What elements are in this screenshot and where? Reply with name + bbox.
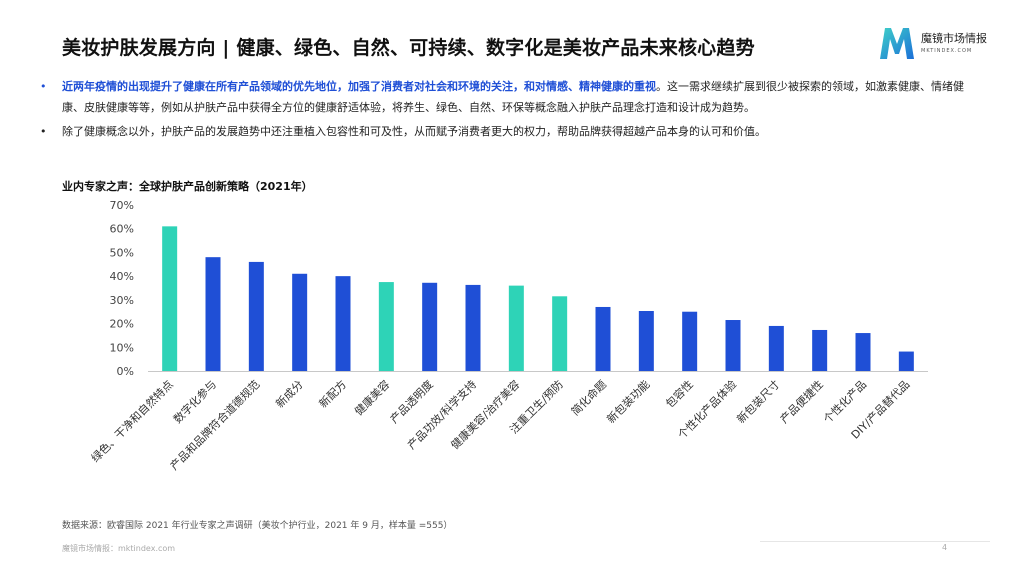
x-tick-label: 绿色、干净和自然特点 xyxy=(88,377,176,465)
brand-logo: 魔镜市场情报 MKTINDEX.COM xyxy=(877,24,997,64)
bullet-text: 除了健康概念以外，护肤产品的发展趋势中还注重植入包容性和可及性，从而赋予消费者更… xyxy=(62,125,766,138)
bar xyxy=(292,273,308,371)
bar xyxy=(162,226,178,371)
y-tick-label: 50% xyxy=(110,246,134,259)
bar xyxy=(552,296,568,371)
y-tick-label: 60% xyxy=(110,223,134,236)
y-tick-label: 10% xyxy=(110,341,134,354)
x-tick-label: 产品便捷性 xyxy=(777,377,826,426)
x-tick-label: 产品和品牌符合道德规范 xyxy=(167,377,262,472)
logo-m-icon xyxy=(880,28,914,59)
bar xyxy=(725,320,741,371)
logo-url: MKTINDEX.COM xyxy=(921,48,973,54)
bar xyxy=(335,276,351,371)
page-title: 美妆护肤发展方向 | 健康、绿色、自然、可持续、数字化是美妆产品未来核心趋势 xyxy=(62,37,755,59)
bullet-item: • 近两年疫情的出现提升了健康在所有产品领域的优先地位，加强了消费者对社会和环境… xyxy=(40,76,980,118)
logo-name: 魔镜市场情报 xyxy=(921,32,987,45)
x-tick-label: 健康美容 xyxy=(351,377,392,418)
bullet-dot: • xyxy=(40,125,47,138)
page-number: 4 xyxy=(942,543,948,552)
bar xyxy=(682,311,698,371)
bar xyxy=(812,329,828,371)
chart-title: 业内专家之声：全球护肤产品创新策略（2021年） xyxy=(62,180,313,193)
x-tick-label: 包容性 xyxy=(663,377,696,410)
y-tick-label: 30% xyxy=(110,294,134,307)
y-tick-label: 40% xyxy=(110,270,134,283)
bar xyxy=(508,285,524,371)
bar xyxy=(898,351,914,371)
bar xyxy=(638,311,654,371)
x-tick-label: 简化命题 xyxy=(568,377,609,418)
footer-divider xyxy=(760,541,990,542)
y-tick-label: 70% xyxy=(110,199,134,212)
x-tick-label: 新包装功能 xyxy=(604,377,653,426)
bullet-highlight: 近两年疫情的出现提升了健康在所有产品领域的优先地位，加强了消费者对社会和环境的关… xyxy=(62,80,656,93)
y-tick-label: 20% xyxy=(110,318,134,331)
bar xyxy=(248,261,264,371)
bar xyxy=(378,282,394,371)
x-tick-label: 新配方 xyxy=(316,377,349,410)
data-source: 数据来源：欧睿国际 2021 年行业专家之声调研（美妆个护行业，2021 年 9… xyxy=(62,521,453,531)
bullet-text: 。这一需求继续扩展到很少被探索的领域，如激素健康、情绪健康、皮肤健康等等，例如从… xyxy=(62,80,964,114)
bar xyxy=(205,257,221,371)
label-highlight-band xyxy=(494,372,575,453)
x-tick-label: 新成分 xyxy=(273,377,306,410)
bar xyxy=(465,284,481,371)
bullet-item: • 除了健康概念以外，护肤产品的发展趋势中还注重植入包容性和可及性，从而赋予消费… xyxy=(40,121,980,142)
bar xyxy=(422,282,438,371)
y-tick-label: 0% xyxy=(117,365,134,378)
bullet-dot: • xyxy=(40,80,47,93)
bar xyxy=(595,306,611,371)
bullet-list: • 近两年疫情的出现提升了健康在所有产品领域的优先地位，加强了消费者对社会和环境… xyxy=(40,76,980,145)
footer-text: 魔镜市场情报：mktindex.com xyxy=(62,544,176,553)
bar xyxy=(855,333,871,371)
bar xyxy=(768,325,784,371)
label-highlight-band xyxy=(435,372,531,469)
x-tick-label: 新包装尺寸 xyxy=(734,377,783,426)
